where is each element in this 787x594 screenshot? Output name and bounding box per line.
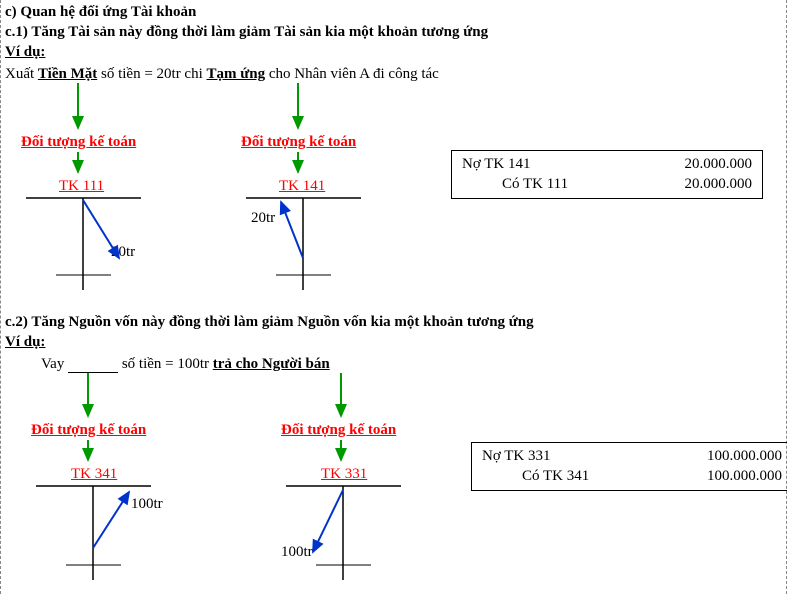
c1-blue-arrow-right — [281, 202, 303, 258]
c2-blue-arrow-left — [93, 492, 129, 548]
c2-blue-arrow-right — [313, 490, 343, 552]
c1-blue-arrow-left — [83, 200, 119, 258]
diagram-svg — [1, 0, 787, 594]
